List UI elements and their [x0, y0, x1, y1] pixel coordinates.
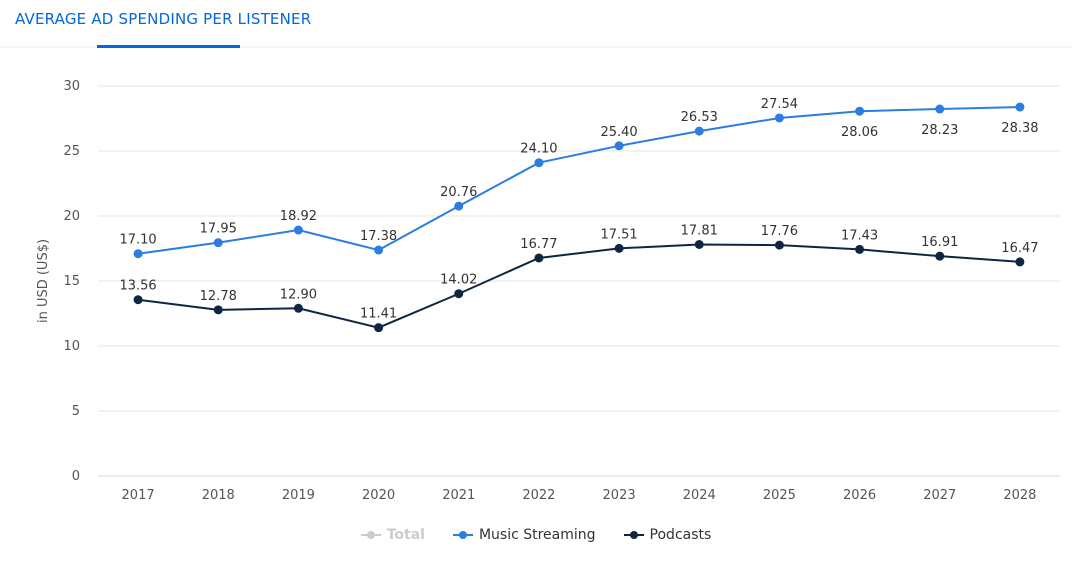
data-point — [534, 158, 544, 168]
x-tick-label: 2019 — [282, 488, 315, 503]
data-label: 17.76 — [761, 224, 798, 239]
x-tick-label: 2021 — [442, 488, 475, 503]
x-tick-label: 2026 — [843, 488, 876, 503]
data-label: 16.77 — [520, 237, 557, 252]
y-tick-label: 30 — [63, 79, 80, 94]
y-tick-label: 20 — [63, 209, 80, 224]
data-point — [293, 303, 303, 313]
x-tick-label: 2025 — [763, 488, 796, 503]
data-point — [293, 225, 303, 235]
legend: Total Music Streaming Podcasts — [0, 527, 1072, 543]
legend-marker-icon — [452, 531, 473, 539]
data-point — [935, 104, 945, 114]
data-label: 17.10 — [119, 233, 156, 248]
data-label: 17.95 — [200, 222, 237, 237]
data-point — [774, 113, 784, 123]
data-point — [1015, 102, 1025, 112]
legend-label: Podcasts — [649, 527, 712, 543]
data-label: 17.43 — [841, 228, 878, 243]
data-point — [374, 323, 384, 333]
data-point — [454, 289, 464, 299]
y-axis-title: in USD (US$) — [36, 239, 51, 323]
data-point — [133, 295, 143, 305]
data-point — [374, 245, 384, 255]
data-label: 20.76 — [440, 185, 477, 200]
data-label: 27.54 — [761, 97, 798, 112]
data-point — [935, 251, 945, 261]
data-point — [694, 126, 704, 136]
x-tick-label: 2023 — [603, 488, 636, 503]
legend-item-podcasts[interactable]: Podcasts — [623, 527, 712, 543]
data-label: 11.41 — [360, 307, 397, 322]
data-label: 26.53 — [681, 110, 718, 125]
data-label: 13.56 — [119, 279, 156, 294]
data-point — [774, 240, 784, 250]
legend-marker-icon — [360, 531, 381, 539]
data-point — [855, 244, 865, 254]
x-tick-label: 2018 — [202, 488, 235, 503]
data-label: 16.47 — [1001, 241, 1038, 256]
data-point — [213, 305, 223, 315]
data-label: 24.10 — [520, 142, 557, 157]
tab-average-ad-spending[interactable]: AVERAGE AD SPENDING PER LISTENER — [15, 10, 312, 28]
x-tick-label: 2022 — [522, 488, 555, 503]
data-label: 17.51 — [600, 227, 637, 242]
data-label: 28.23 — [921, 123, 958, 138]
x-tick-label: 2028 — [1003, 488, 1036, 503]
data-label: 16.91 — [921, 235, 958, 250]
data-point — [694, 239, 704, 249]
data-point — [454, 201, 464, 211]
y-tick-label: 0 — [72, 469, 80, 484]
data-label: 18.92 — [280, 209, 317, 224]
tab-divider — [0, 46, 1072, 48]
data-point — [614, 141, 624, 151]
data-label: 28.06 — [841, 125, 878, 140]
data-point — [614, 243, 624, 253]
data-label: 17.38 — [360, 229, 397, 244]
data-label: 28.38 — [1001, 121, 1038, 136]
legend-marker-icon — [623, 531, 644, 539]
y-tick-label: 5 — [72, 404, 80, 419]
legend-label: Total — [386, 527, 425, 543]
data-label: 14.02 — [440, 273, 477, 288]
legend-item-total[interactable]: Total — [360, 527, 425, 543]
data-point — [1015, 257, 1025, 267]
data-label: 17.81 — [681, 223, 718, 238]
legend-item-music-streaming[interactable]: Music Streaming — [452, 527, 596, 543]
series-line-music-streaming — [137, 106, 1020, 255]
y-tick-label: 15 — [63, 274, 80, 289]
x-tick-label: 2017 — [122, 488, 155, 503]
x-tick-label: 2020 — [362, 488, 395, 503]
x-tick-label: 2024 — [683, 488, 716, 503]
data-point — [855, 106, 865, 116]
data-label: 12.90 — [280, 287, 317, 302]
y-tick-label: 25 — [63, 144, 80, 159]
data-point — [133, 249, 143, 259]
data-point — [534, 253, 544, 263]
data-label: 12.78 — [200, 289, 237, 304]
active-tab-indicator — [97, 45, 240, 48]
data-label: 25.40 — [600, 125, 637, 140]
data-point — [213, 238, 223, 248]
x-tick-label: 2027 — [923, 488, 956, 503]
legend-label: Music Streaming — [478, 527, 596, 543]
y-tick-label: 10 — [63, 339, 80, 354]
series-line-podcasts — [137, 243, 1020, 329]
